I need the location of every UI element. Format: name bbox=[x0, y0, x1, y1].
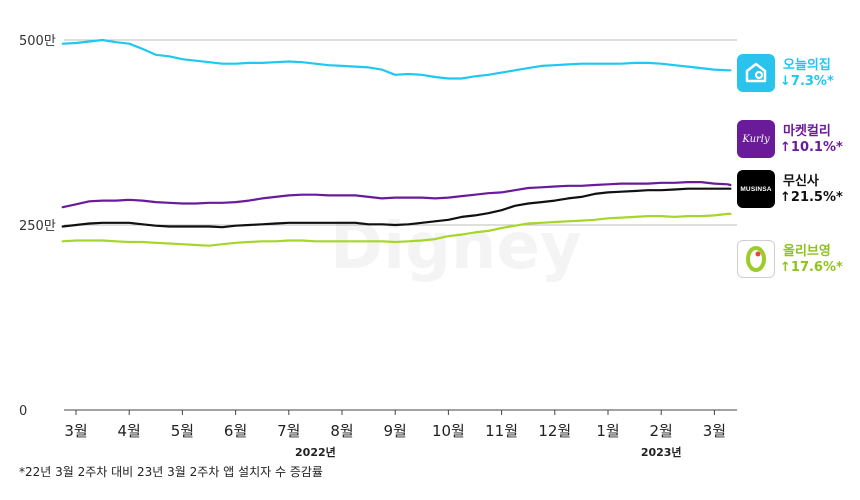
axis-layer: 0 250만 500만 3월 4월 5월 6월 7월 8월 9월 10월 11월 12월 1월 2월 3월 20… bbox=[19, 34, 737, 459]
x-tick-label: 9월 bbox=[384, 422, 407, 440]
x-tick-label: 2월 bbox=[650, 422, 673, 440]
legend-ohouse-change: ↓7.3%* bbox=[780, 74, 834, 89]
series-line-0 bbox=[61, 38, 732, 80]
y-tick-label: 250만 bbox=[19, 219, 56, 234]
legend-kurly-name: 마켓컬리 bbox=[783, 124, 831, 139]
house-icon bbox=[745, 62, 767, 83]
x-tick-label: 5월 bbox=[171, 422, 194, 440]
x-tick-label: 7월 bbox=[277, 422, 300, 440]
legend-kurly-change: ↑10.1%* bbox=[780, 140, 843, 155]
oliveyoung-logo bbox=[737, 240, 775, 278]
legend-oliveyoung-change: ↑17.6%* bbox=[780, 260, 843, 275]
series-line-3 bbox=[61, 212, 732, 247]
x-tick-label: 4월 bbox=[118, 422, 141, 440]
kurly-logo-text: Kurly bbox=[742, 133, 770, 145]
series-line-2 bbox=[61, 187, 732, 229]
series-layer bbox=[61, 38, 732, 247]
musinsa-logo-text: MUSINSA bbox=[740, 185, 772, 193]
olive-icon bbox=[746, 246, 766, 272]
legend-kurly: Kurly 마켓컬리 ↑10.1%* bbox=[737, 118, 857, 162]
y-tick-label: 0 bbox=[19, 404, 27, 419]
kurly-logo: Kurly bbox=[737, 120, 775, 158]
legend-musinsa-name: 무신사 bbox=[783, 174, 819, 189]
x-tick-label: 1월 bbox=[596, 422, 619, 440]
x-tick-label: 11월 bbox=[485, 422, 518, 440]
x-tick-label: 3월 bbox=[703, 422, 726, 440]
x-tick-label: 3월 bbox=[64, 422, 87, 440]
year-label: 2022년 bbox=[295, 445, 336, 459]
legend-musinsa: MUSINSA 무신사 ↑21.5%* bbox=[737, 168, 857, 212]
year-label: 2023년 bbox=[641, 445, 682, 459]
legend-ohouse-name: 오늘의집 bbox=[783, 58, 831, 73]
legend-ohouse: 오늘의집 ↓7.3%* bbox=[737, 52, 857, 96]
footnote: *22년 3월 2주차 대비 23년 3월 2주차 앱 설치자 수 증감률 bbox=[19, 465, 323, 479]
legend-oliveyoung-name: 올리브영 bbox=[783, 244, 831, 259]
x-tick-label: 6월 bbox=[224, 422, 247, 440]
legend-musinsa-change: ↑21.5%* bbox=[780, 190, 843, 205]
ohouse-logo bbox=[737, 54, 775, 92]
musinsa-logo: MUSINSA bbox=[737, 170, 775, 208]
x-tick-label: 12월 bbox=[538, 422, 571, 440]
x-tick-label: 10월 bbox=[432, 422, 465, 440]
watermark: Digney bbox=[330, 210, 582, 284]
series-line-1 bbox=[61, 181, 732, 209]
x-tick-label: 8월 bbox=[330, 422, 353, 440]
y-tick-label: 500만 bbox=[19, 34, 56, 49]
legend-oliveyoung: 올리브영 ↑17.6%* bbox=[737, 238, 857, 282]
